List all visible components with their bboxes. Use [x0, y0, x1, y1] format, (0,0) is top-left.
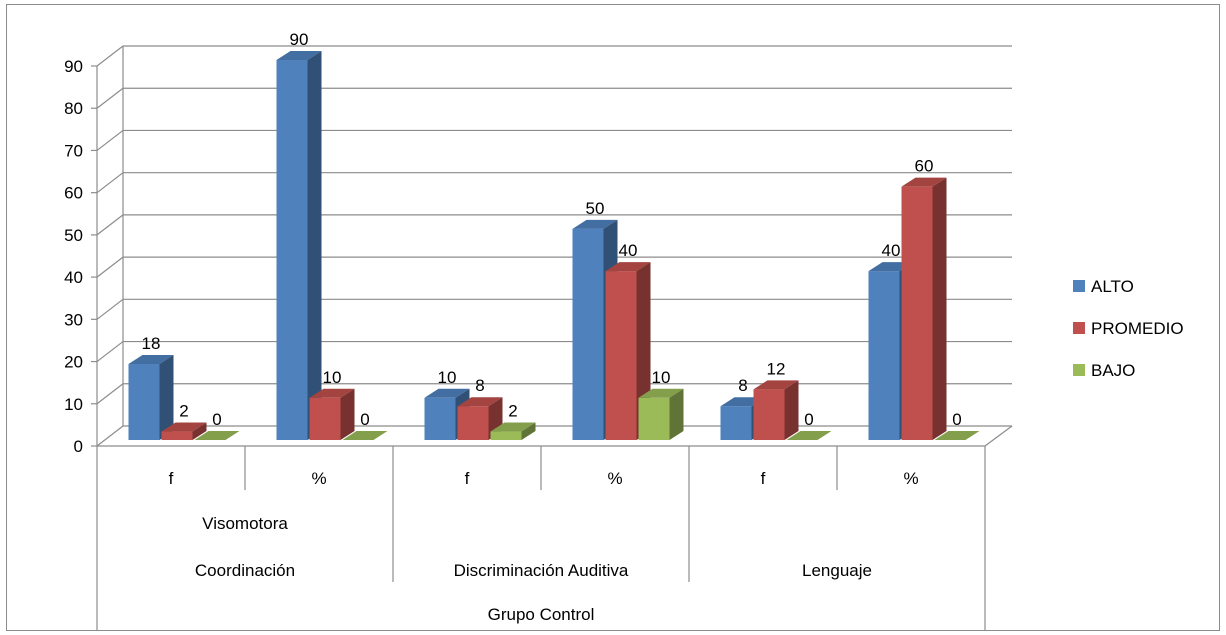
bar-side-promedio: [784, 380, 799, 440]
data-label: 40: [882, 241, 901, 260]
category-label: f: [169, 469, 174, 488]
bar-side-promedio: [192, 422, 207, 440]
bar-top-bajo: [490, 422, 536, 432]
bar-top-alto: [424, 388, 470, 398]
bar-top-bajo: [786, 431, 832, 440]
bar-side-promedio: [932, 177, 947, 440]
bar-side-alto: [159, 355, 174, 440]
bar-top-promedio: [161, 422, 207, 432]
bar-alto: [720, 406, 752, 440]
bar-top-bajo: [638, 388, 684, 398]
bar-top-promedio: [605, 262, 651, 272]
gridline-slant: [96, 172, 124, 194]
bar-top-bajo: [342, 431, 388, 440]
outer-category-label: Grupo Control: [488, 605, 595, 624]
bar-top-promedio: [457, 397, 503, 407]
bar-promedio: [161, 431, 193, 440]
y-tick-label: 80: [64, 99, 83, 118]
bar-top-alto: [276, 51, 322, 60]
bar-bajo: [638, 397, 670, 440]
bar-alto: [276, 60, 308, 440]
data-label: 0: [952, 410, 961, 429]
chart-frame: [6, 4, 1220, 631]
data-label: 10: [652, 368, 671, 387]
data-label: 10: [438, 368, 457, 387]
y-tick-label: 50: [64, 226, 83, 245]
bar-top-alto: [128, 355, 174, 364]
bar-top-promedio: [309, 388, 355, 398]
group-label: Discriminación Auditiva: [454, 561, 629, 580]
gridline-slant: [96, 383, 124, 405]
gridline-slant: [96, 256, 124, 278]
bar-promedio: [605, 271, 637, 440]
bar-alto: [572, 228, 604, 440]
bar-alto: [424, 397, 456, 440]
bar-promedio: [901, 186, 933, 440]
data-label: 8: [738, 376, 747, 395]
bar-promedio: [753, 389, 785, 440]
y-tick-label: 30: [64, 310, 83, 329]
gridline-slant: [96, 45, 124, 67]
category-label: %: [607, 469, 622, 488]
bar-side-promedio: [340, 388, 355, 440]
legend-label: PROMEDIO: [1091, 319, 1184, 338]
category-label: f: [761, 469, 766, 488]
group-label: Lenguaje: [802, 561, 872, 580]
bar-side-bajo: [521, 422, 536, 440]
data-label: 2: [508, 402, 517, 421]
bar-top-bajo: [194, 431, 240, 440]
bar-top-promedio: [753, 380, 799, 390]
y-tick-label: 20: [64, 353, 83, 372]
gridline-slant: [96, 298, 124, 320]
legend-swatch-alto: [1073, 280, 1085, 292]
bar-promedio: [457, 406, 489, 440]
gridline-slant: [96, 87, 124, 109]
bar-side-bajo: [669, 388, 684, 440]
y-tick-label: 10: [64, 395, 83, 414]
legend-swatch-bajo: [1073, 364, 1085, 376]
data-label: 10: [323, 368, 342, 387]
group-label: Visomotora: [202, 514, 288, 533]
gridline-slant: [96, 129, 124, 151]
bar-top-alto: [572, 219, 618, 229]
category-label: f: [465, 469, 470, 488]
data-label: 8: [475, 376, 484, 395]
group-label: Coordinación: [195, 561, 295, 580]
data-label: 12: [767, 359, 786, 378]
data-label: 90: [290, 30, 309, 49]
y-tick-label: 60: [64, 184, 83, 203]
data-label: 50: [586, 199, 605, 218]
category-label: %: [903, 469, 918, 488]
legend-label: BAJO: [1091, 361, 1135, 380]
bar-top-promedio: [901, 177, 947, 187]
bar-promedio: [309, 397, 341, 440]
bar-side-alto: [307, 51, 322, 440]
gridline-slant: [96, 425, 124, 447]
y-tick-label: 0: [74, 437, 83, 456]
data-label: 2: [179, 402, 188, 421]
category-label: %: [311, 469, 326, 488]
bar-top-bajo: [934, 431, 980, 440]
gridline-slant: [96, 341, 124, 363]
y-tick-label: 90: [64, 57, 83, 76]
data-label: 18: [142, 334, 161, 353]
data-label: 0: [212, 410, 221, 429]
data-label: 0: [360, 410, 369, 429]
data-label: 40: [619, 241, 638, 260]
bar-alto: [128, 364, 160, 440]
bar-alto: [868, 271, 900, 440]
data-label: 0: [804, 410, 813, 429]
y-tick-label: 70: [64, 141, 83, 160]
data-label: 60: [915, 157, 934, 176]
legend-label: ALTO: [1091, 277, 1134, 296]
y-tick-label: 40: [64, 268, 83, 287]
bar-bajo: [490, 431, 522, 440]
legend-swatch-promedio: [1073, 322, 1085, 334]
gridline-slant: [96, 214, 124, 236]
